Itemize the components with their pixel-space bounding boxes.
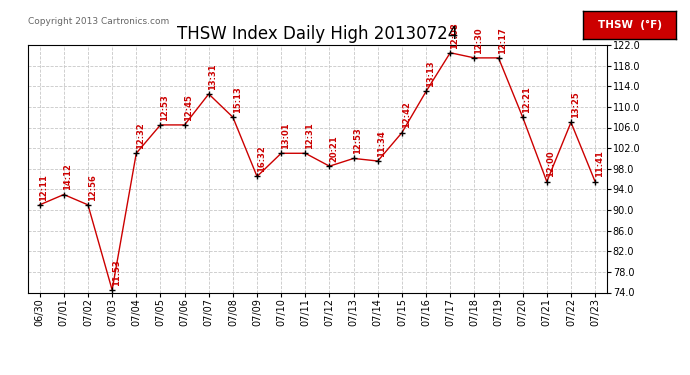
Text: 12:53: 12:53 [160,94,169,121]
Text: 12:11: 12:11 [39,174,48,201]
Text: 12:42: 12:42 [402,102,411,129]
Title: THSW Index Daily High 20130724: THSW Index Daily High 20130724 [177,26,458,44]
Text: 12:00: 12:00 [546,151,555,177]
Text: 12:08: 12:08 [450,22,459,49]
Text: 12:17: 12:17 [498,27,507,54]
Text: 13:01: 13:01 [281,123,290,149]
Text: THSW  (°F): THSW (°F) [598,20,662,30]
Text: 14:12: 14:12 [63,164,72,190]
Text: 12:32: 12:32 [136,122,145,149]
Text: 13:31: 13:31 [208,63,217,90]
Text: 11:41: 11:41 [595,151,604,177]
Text: 15:13: 15:13 [233,86,241,113]
Text: 11:34: 11:34 [377,130,386,157]
Text: 12:56: 12:56 [88,174,97,201]
Text: 13:13: 13:13 [426,61,435,87]
Text: 20:21: 20:21 [329,135,338,162]
Text: 12:53: 12:53 [353,128,362,154]
Text: 13:25: 13:25 [571,92,580,118]
Text: 12:21: 12:21 [522,86,531,113]
Text: 12:45: 12:45 [184,94,193,121]
Text: 12:30: 12:30 [474,27,483,54]
Text: Copyright 2013 Cartronics.com: Copyright 2013 Cartronics.com [28,17,169,26]
Text: 12:31: 12:31 [305,122,314,149]
Text: 16:32: 16:32 [257,146,266,172]
Text: 11:53: 11:53 [112,259,121,286]
